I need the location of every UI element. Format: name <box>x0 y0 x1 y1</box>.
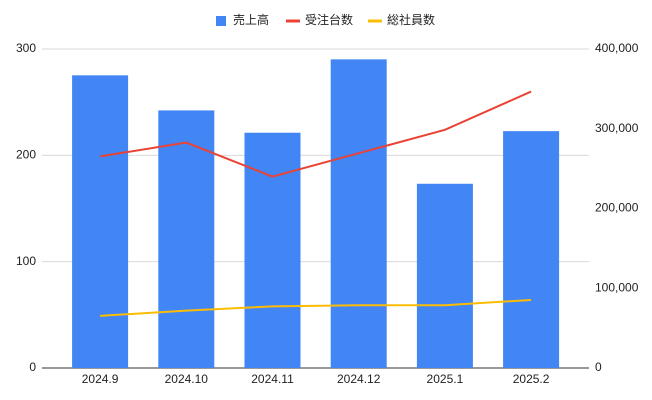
y2-tick-label: 200,000 <box>595 201 639 215</box>
bar <box>72 75 129 368</box>
x-tick-label: 2024.12 <box>337 372 381 386</box>
x-tick-label: 2025.2 <box>513 372 550 386</box>
x-tick-label: 2024.9 <box>82 372 119 386</box>
y-tick-label: 0 <box>29 360 36 374</box>
y-tick-label: 200 <box>16 148 36 162</box>
bar <box>503 131 560 368</box>
legend-swatch <box>216 16 226 26</box>
x-tick-label: 2024.10 <box>165 372 209 386</box>
line-series <box>100 298 532 317</box>
y-tick-label: 100 <box>16 254 36 268</box>
x-tick-label: 2024.11 <box>251 372 294 386</box>
bar <box>416 183 473 368</box>
legend: 売上高 受注台数 総社員数 <box>216 12 435 27</box>
y2-tick-label: 0 <box>595 360 602 374</box>
y2-tick-label: 300,000 <box>595 121 639 135</box>
y2-tick-label: 100,000 <box>595 280 639 294</box>
legend-label: 売上高 <box>233 12 269 27</box>
legend-label: 受注台数 <box>305 12 353 27</box>
bar <box>158 110 215 368</box>
x-tick-label: 2025.1 <box>427 372 464 386</box>
y2-tick-label: 400,000 <box>595 41 639 55</box>
bar <box>330 59 387 369</box>
line-series <box>99 90 532 178</box>
y-tick-label: 300 <box>16 41 36 55</box>
legend-label: 総社員数 <box>387 12 435 27</box>
